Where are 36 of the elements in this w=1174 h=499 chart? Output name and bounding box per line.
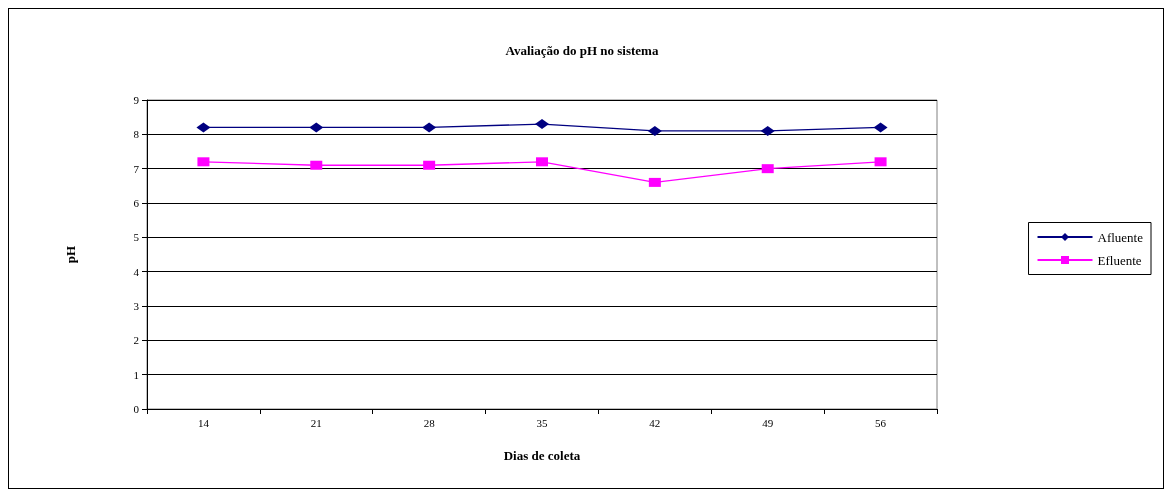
point (874, 157, 887, 167)
point (761, 164, 774, 174)
x-axis-title: Dias de coleta (503, 448, 581, 463)
x-tick-label: 21 (310, 416, 322, 429)
y-axis-title: pH (63, 245, 78, 264)
legend-label: Afluente (1097, 229, 1144, 245)
point (647, 125, 662, 136)
point (197, 157, 210, 167)
point (535, 119, 549, 130)
y-tick-label: 9 (133, 94, 140, 106)
x-tick-label: 14 (197, 416, 210, 429)
point (196, 122, 211, 133)
y-tick-label: 3 (133, 300, 140, 312)
x-tick-label: 49 (762, 416, 774, 429)
legend-label: Efluente (1097, 252, 1142, 268)
point (422, 122, 437, 133)
chart-title: Avaliação do pH no sistema (505, 43, 659, 58)
x-tick-label: 56 (875, 416, 887, 429)
y-tick-label: 1 (133, 368, 139, 381)
y-tick-label: 6 (133, 197, 140, 209)
point (536, 157, 548, 167)
x-tick-label: 42 (649, 416, 661, 429)
point (423, 160, 436, 170)
y-tick-label: 2 (133, 334, 139, 347)
y-tick-label: 5 (133, 231, 140, 244)
y-tick-label: 7 (133, 162, 140, 175)
point (873, 122, 888, 133)
y-tick-label: 0 (133, 403, 140, 415)
x-tick-label: 35 (536, 416, 548, 429)
y-tick-label: 8 (133, 128, 140, 141)
y-tick-label: 4 (133, 265, 140, 278)
x-tick-label: 28 (423, 416, 436, 429)
point (648, 177, 661, 187)
point (760, 125, 775, 136)
point (310, 160, 323, 170)
point (309, 122, 324, 133)
